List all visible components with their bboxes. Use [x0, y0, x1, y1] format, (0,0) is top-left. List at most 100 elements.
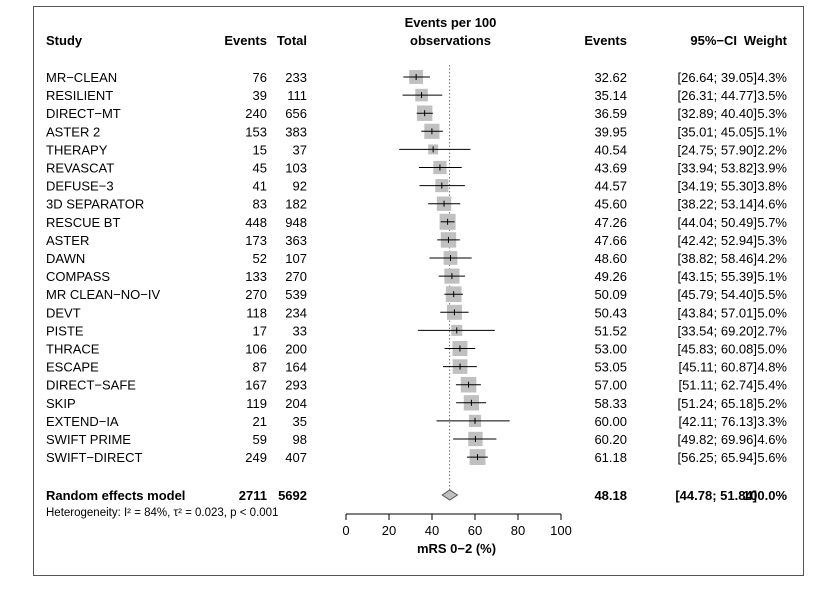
study-weight-value: 3.3% — [757, 414, 787, 429]
header-plot-title-2: observations — [410, 33, 491, 48]
study-estimate-value: 49.26 — [594, 269, 627, 284]
study-total: 182 — [285, 197, 307, 212]
study-label: PISTE — [46, 323, 84, 338]
study-events: 59 — [253, 432, 267, 447]
study-label: RESCUE BT — [46, 215, 120, 230]
study-weight-value: 5.4% — [757, 378, 787, 393]
study-label: DIRECT−MT — [46, 106, 121, 121]
forest-plot: Study Events Total Events per 100 observatio… — [46, 15, 788, 556]
study-label: SWIFT−DIRECT — [46, 450, 142, 465]
study-weight-value: 5.2% — [757, 396, 787, 411]
study-events: 76 — [253, 70, 267, 85]
study-events: 39 — [253, 88, 267, 103]
study-weight-value: 3.9% — [757, 161, 787, 176]
study-events: 448 — [245, 215, 267, 230]
study-events: 167 — [245, 378, 267, 393]
study-label: MR−CLEAN — [46, 70, 117, 85]
study-weight-value: 4.3% — [757, 70, 787, 85]
study-ci-value: [24.75; 57.90] — [677, 142, 757, 157]
summary-diamond — [441, 489, 459, 501]
study-total: 539 — [285, 287, 307, 302]
study-label: MR CLEAN−NO−IV — [46, 287, 160, 302]
header-study: Study — [46, 33, 83, 48]
study-ci-value: [42.42; 52.94] — [677, 233, 757, 248]
study-events: 118 — [246, 305, 267, 320]
study-weight-value: 5.0% — [757, 305, 787, 320]
x-axis-label: mRS 0−2 (%) — [417, 541, 496, 556]
study-ci-value: [34.19; 55.30] — [677, 179, 757, 194]
study-ci-value: [35.01; 45.05] — [677, 124, 757, 139]
study-label: SWIFT PRIME — [46, 432, 131, 447]
study-label: 3D SEPARATOR — [46, 197, 144, 212]
header-ci: 95%−CI — [690, 33, 737, 48]
study-label: DEVT — [46, 305, 81, 320]
study-events: 83 — [253, 197, 267, 212]
study-label: COMPASS — [46, 269, 110, 284]
header-total: Total — [277, 33, 307, 48]
study-weight-value: 4.6% — [757, 432, 787, 447]
study-estimate-value: 44.57 — [594, 179, 627, 194]
study-weight-value: 2.2% — [757, 142, 787, 157]
study-weight-value: 5.3% — [757, 106, 787, 121]
study-weight-value: 2.7% — [757, 323, 787, 338]
study-estimate-value: 47.66 — [594, 233, 627, 248]
study-label: ASTER 2 — [46, 124, 100, 139]
study-estimate-value: 60.20 — [594, 432, 627, 447]
study-ci-value: [43.84; 57.01] — [677, 305, 757, 320]
study-label: DAWN — [46, 251, 85, 266]
study-total: 233 — [285, 70, 307, 85]
study-label: DIRECT−SAFE — [46, 378, 136, 393]
study-total: 35 — [293, 414, 307, 429]
study-estimate-value: 45.60 — [594, 197, 627, 212]
study-events: 52 — [253, 251, 267, 266]
study-ci-value: [33.54; 69.20] — [677, 323, 757, 338]
study-estimate-value: 39.95 — [594, 124, 627, 139]
study-weight-value: 3.5% — [757, 88, 787, 103]
study-estimate-value: 60.00 — [594, 414, 627, 429]
study-events: 173 — [245, 233, 267, 248]
study-events: 249 — [245, 450, 267, 465]
study-ci-value: [44.04; 50.49] — [677, 215, 757, 230]
study-total: 656 — [285, 106, 307, 121]
study-events: 15 — [253, 142, 267, 157]
study-ci-value: [26.64; 39.05] — [677, 70, 757, 85]
study-ci-value: [51.11; 62.74] — [678, 378, 757, 393]
study-events: 119 — [246, 396, 267, 411]
study-weight-value: 5.1% — [757, 124, 787, 139]
study-label: RESILIENT — [46, 88, 113, 103]
x-axis-tick-label: 0 — [342, 523, 349, 538]
header-plot-title-1: Events per 100 — [405, 15, 497, 30]
study-events: 21 — [253, 414, 267, 429]
x-axis-tick-label: 100 — [550, 523, 572, 538]
study-estimate-value: 47.26 — [594, 215, 627, 230]
study-label: SKIP — [46, 396, 76, 411]
study-events: 270 — [245, 287, 267, 302]
forest-plot-panel: Study Events Total Events per 100 observatio… — [33, 6, 804, 576]
study-events: 133 — [245, 269, 267, 284]
study-label: THERAPY — [46, 142, 108, 157]
study-weight-value: 3.8% — [757, 179, 787, 194]
study-total: 37 — [293, 142, 307, 157]
study-label: REVASCAT — [46, 161, 114, 176]
study-weight-value: 5.6% — [757, 450, 787, 465]
study-weight-value: 5.7% — [757, 215, 787, 230]
study-estimate-value: 50.43 — [594, 305, 627, 320]
study-total: 111 — [287, 88, 307, 103]
study-ci-value: [45.79; 54.40] — [677, 287, 757, 302]
study-events: 41 — [253, 179, 267, 194]
study-weight-value: 4.2% — [757, 251, 787, 266]
x-axis-tick-label: 20 — [382, 523, 396, 538]
study-estimate-value: 43.69 — [594, 161, 627, 176]
study-ci-value: [43.15; 55.39] — [677, 269, 757, 284]
study-total: 234 — [285, 305, 307, 320]
study-estimate-value: 32.62 — [594, 70, 627, 85]
study-estimate-value: 61.18 — [594, 450, 627, 465]
study-total: 33 — [293, 323, 307, 338]
study-label: THRACE — [46, 342, 100, 357]
study-total: 164 — [285, 360, 307, 375]
study-estimate-value: 58.33 — [594, 396, 627, 411]
study-total: 383 — [285, 124, 307, 139]
study-weight-value: 5.0% — [757, 342, 787, 357]
study-ci-value: [42.11; 76.13] — [678, 414, 757, 429]
study-total: 407 — [285, 450, 307, 465]
